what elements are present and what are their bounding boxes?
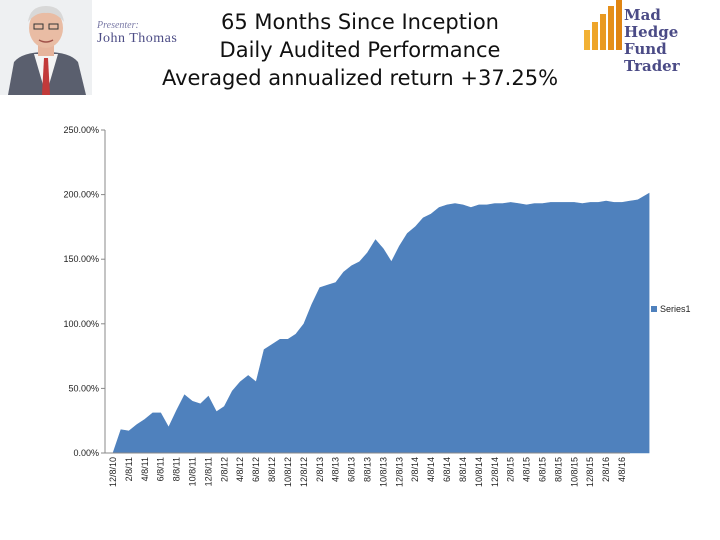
x-tick-label: 4/8/13	[331, 457, 341, 482]
x-tick-label: 4/8/12	[235, 457, 245, 482]
x-tick-label: 6/8/14	[442, 457, 452, 482]
x-tick-label: 10/8/15	[569, 457, 579, 487]
x-tick-label: 10/8/11	[188, 457, 198, 486]
x-tick-label: 6/8/15	[538, 457, 548, 482]
y-tick-label: 0.00%	[73, 448, 99, 458]
x-tick-label: 10/8/13	[378, 457, 388, 487]
y-tick-label: 200.00%	[63, 190, 99, 200]
series-area	[112, 192, 650, 454]
x-tick-label: 2/8/15	[506, 457, 516, 482]
x-tick-label: 12/8/14	[490, 457, 500, 487]
x-tick-label: 12/8/15	[585, 457, 595, 487]
x-tick-label: 8/8/13	[363, 457, 373, 482]
title-line-2: Daily Audited Performance	[219, 38, 501, 62]
x-tick-label: 10/8/12	[283, 457, 293, 487]
x-tick-label: 2/8/11	[124, 457, 134, 481]
y-tick-label: 150.00%	[63, 254, 99, 264]
x-tick-label: 2/8/13	[315, 457, 325, 482]
x-tick-label: 8/8/12	[267, 457, 277, 482]
y-tick-label: 250.00%	[63, 125, 99, 135]
x-tick-label: 12/8/12	[299, 457, 309, 487]
x-tick-label: 12/8/11	[203, 457, 213, 486]
x-tick-label: 2/8/12	[219, 457, 229, 482]
x-tick-label: 8/8/11	[172, 457, 182, 481]
x-tick-label: 2/8/16	[601, 457, 611, 482]
presenter-block: Presenter: John Thomas	[97, 20, 207, 47]
chart-title: 65 Months Since Inception Daily Audited …	[150, 8, 570, 92]
x-tick-label: 10/8/14	[474, 457, 484, 487]
x-tick-label: 4/8/15	[522, 457, 532, 482]
presenter-label: Presenter:	[97, 20, 139, 31]
title-line-3: Averaged annualized return +37.25%	[161, 66, 559, 90]
x-tick-label: 12/8/10	[108, 457, 118, 487]
mad-hedge-logo	[582, 0, 720, 50]
presenter-photo	[0, 0, 92, 95]
x-tick-label: 6/8/13	[347, 457, 357, 482]
legend-label: Series1	[660, 304, 691, 314]
x-tick-label: 4/8/16	[617, 457, 627, 482]
x-tick-label: 4/8/14	[426, 457, 436, 482]
x-tick-label: 6/8/12	[251, 457, 261, 482]
legend-swatch	[651, 306, 657, 312]
x-tick-label: 8/8/15	[553, 457, 563, 482]
y-tick-label: 50.00%	[68, 383, 99, 393]
x-tick-label: 4/8/11	[140, 457, 150, 481]
x-tick-label: 6/8/11	[156, 457, 166, 481]
logo-line-2: Fund Trader	[624, 40, 680, 75]
logo-text: Mad Hedge Fund Trader	[624, 7, 720, 75]
x-tick-label: 8/8/14	[458, 457, 468, 482]
presenter-name: John Thomas	[97, 31, 178, 46]
logo-bars-icon	[584, 0, 622, 50]
title-line-1: 65 Months Since Inception	[221, 10, 499, 34]
logo-line-1: Mad Hedge	[624, 6, 679, 41]
x-tick-label: 12/8/13	[394, 457, 404, 487]
y-tick-label: 100.00%	[63, 319, 99, 329]
x-tick-label: 2/8/14	[410, 457, 420, 482]
